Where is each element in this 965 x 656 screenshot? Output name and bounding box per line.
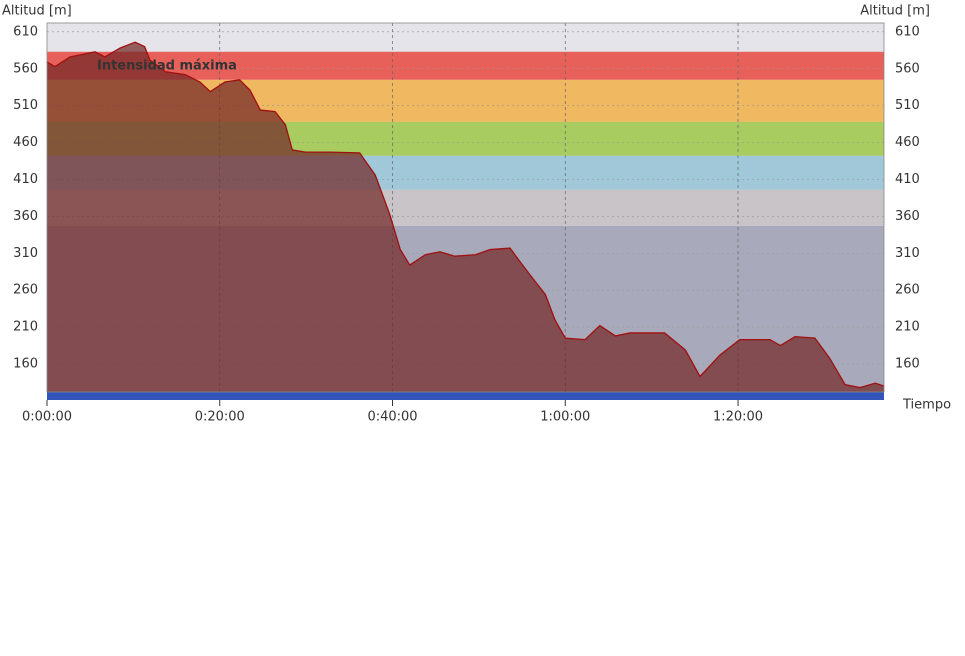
y-tick-label: 260 <box>13 283 38 298</box>
x-tick-label: 0:20:00 <box>195 410 245 425</box>
y-tick-label: 210 <box>13 320 38 335</box>
y-tick-label: 460 <box>13 135 38 150</box>
y2-tick-label: 160 <box>895 356 920 371</box>
x-tick-label: 1:20:00 <box>713 410 763 425</box>
y2-axis-title: Altitud [m] <box>860 4 930 19</box>
y-tick-label: 410 <box>13 172 38 187</box>
y2-tick-label: 310 <box>895 246 920 261</box>
altitude-line <box>46 41 885 389</box>
y2-tick-label: 360 <box>895 209 920 224</box>
y2-tick-label: 510 <box>895 98 920 113</box>
x-tick-label: 0:40:00 <box>367 410 417 425</box>
y-tick-label: 560 <box>13 61 38 76</box>
y2-tick-label: 260 <box>895 283 920 298</box>
y2-tick-label: 460 <box>895 135 920 150</box>
y2-tick-label: 610 <box>895 24 920 39</box>
y2-tick-label: 560 <box>895 61 920 76</box>
y2-tick-label: 410 <box>895 172 920 187</box>
y-tick-label: 310 <box>13 246 38 261</box>
plot-frame <box>46 22 885 393</box>
zone-label: Intensidad máxima <box>97 58 237 73</box>
area-fill <box>47 42 884 393</box>
x-tick-label: 1:00:00 <box>540 410 590 425</box>
y-tick-label: 510 <box>13 98 38 113</box>
y-tick-label: 360 <box>13 209 38 224</box>
y2-tick-label: 210 <box>895 320 920 335</box>
x-tick-label: 0:00:00 <box>22 410 72 425</box>
x-axis-title: Tiempo <box>902 398 951 413</box>
y-tick-label: 160 <box>13 356 38 371</box>
y-tick-label: 610 <box>13 24 38 39</box>
y-axis-title: Altitud [m] <box>2 4 72 19</box>
bottom-bar <box>47 392 884 400</box>
